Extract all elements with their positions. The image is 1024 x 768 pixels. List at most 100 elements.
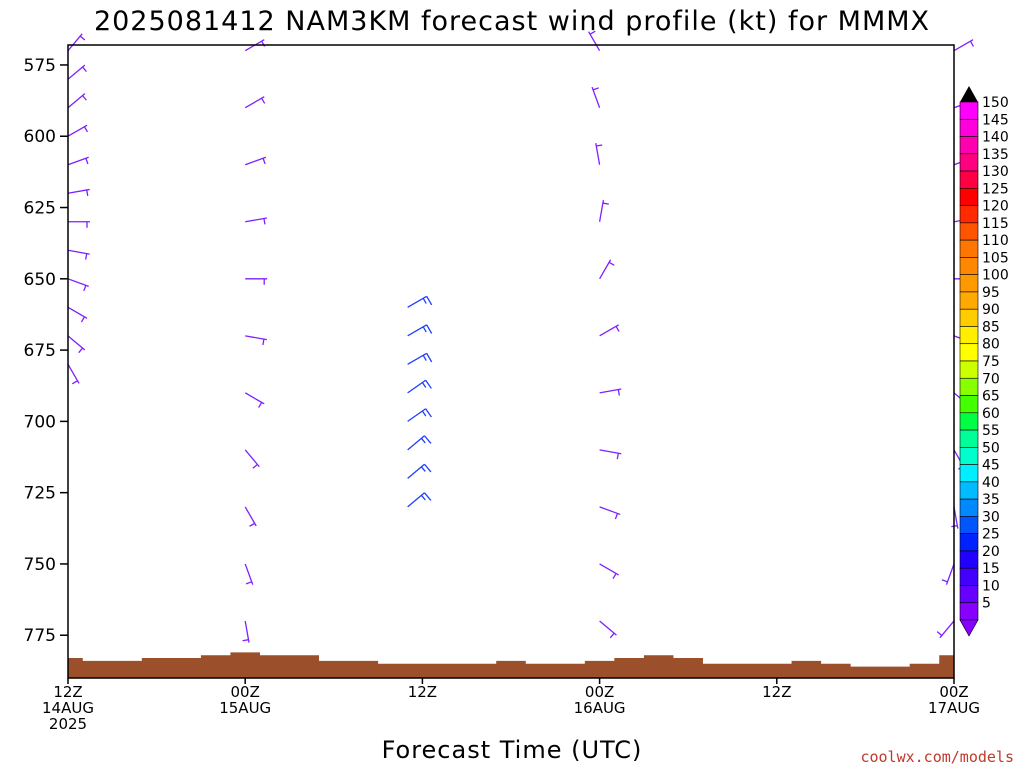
x-axis-label: Forecast Time (UTC): [382, 736, 643, 764]
wind-barb: [407, 492, 432, 508]
colorbar-label: 150: [982, 95, 1009, 111]
wind-barb-staff: [67, 249, 90, 255]
wind-barb-staff: [244, 506, 257, 527]
wind-barb: [407, 352, 433, 365]
colorbar-label: 20: [982, 544, 1000, 560]
colorbar-segment: [959, 118, 979, 137]
wind-barb-staff: [407, 379, 427, 394]
colorbar-label: 85: [982, 319, 1000, 335]
colorbar-segment: [959, 585, 979, 604]
wind-barb-staff: [244, 563, 254, 585]
wind-barb-half-flag: [85, 158, 89, 165]
wind-barb: [68, 221, 90, 228]
colorbar-segment: [959, 170, 979, 189]
colorbar-segment: [959, 153, 979, 172]
colorbar-label: 80: [982, 337, 1000, 353]
colorbar-segment: [959, 308, 979, 327]
wind-barb-half-flag: [422, 326, 427, 333]
wind-barb: [244, 449, 260, 469]
wind-barb-half-flag: [609, 632, 615, 639]
wind-barb-half-flag: [263, 218, 266, 225]
colorbar-segment: [959, 412, 979, 431]
wind-barb: [67, 335, 86, 354]
colorbar-segment: [959, 205, 979, 224]
terrain-profile: [68, 652, 954, 678]
wind-barb: [953, 39, 975, 52]
colorbar-segment: [959, 395, 979, 414]
colorbar-segment: [959, 533, 979, 552]
colorbar-label: 110: [982, 233, 1009, 249]
wind-barb-staff: [599, 563, 619, 576]
wind-barb-staff: [245, 335, 267, 341]
x-tick-label: 12Z: [408, 683, 437, 701]
wind-barb-half-flag: [420, 494, 426, 501]
y-tick-label: 600: [24, 127, 56, 147]
colorbar-label: 55: [982, 423, 1000, 439]
wind-barb-half-flag: [82, 95, 87, 101]
colorbar-label: 145: [982, 112, 1009, 128]
wind-barb-half-flag: [614, 513, 619, 520]
wind-barb-half-flag: [941, 579, 948, 583]
colorbar-segment: [959, 481, 979, 500]
x-tick-label: 00Z: [939, 683, 968, 701]
wind-barb-staff: [67, 306, 88, 319]
colorbar-label: 25: [982, 527, 1000, 543]
wind-barb-staff: [244, 620, 250, 643]
wind-barb-staff: [407, 463, 425, 479]
colorbar-segment: [959, 101, 979, 120]
wind-barb-staff: [67, 33, 83, 52]
wind-barb: [244, 96, 266, 109]
wind-barb-flag: [426, 353, 433, 363]
colorbar-top-arrow: [960, 86, 978, 102]
wind-barb: [67, 278, 89, 292]
wind-barb: [598, 200, 609, 222]
wind-barb-flag: [426, 324, 433, 334]
wind-barb-half-flag: [86, 189, 89, 196]
colorbar-label: 135: [982, 147, 1009, 163]
wind-barb-staff: [599, 506, 621, 516]
colorbar-bottom-arrow: [959, 619, 979, 637]
wind-barb: [407, 295, 433, 308]
wind-barb-half-flag: [615, 326, 620, 332]
wind-barb-staff: [953, 39, 974, 52]
wind-barb-staff: [599, 388, 622, 394]
wind-barb-staff: [67, 335, 86, 351]
wind-barb: [599, 388, 622, 396]
wind-barb-staff: [67, 278, 89, 287]
x-tick-label: 15AUG: [219, 699, 271, 717]
wind-barb: [67, 124, 89, 137]
colorbar-segment: [959, 136, 979, 155]
wind-barb: [591, 86, 601, 108]
wind-barb: [245, 278, 268, 285]
x-tick-label: 2025: [49, 715, 87, 733]
wind-barb: [245, 217, 267, 225]
credit-link[interactable]: coolwx.com/models: [860, 748, 1014, 766]
wind-barb-half-flag: [421, 382, 427, 388]
wind-barb: [599, 620, 617, 639]
wind-barb-staff: [244, 96, 265, 109]
y-tick-label: 775: [24, 626, 56, 646]
wind-barb-staff: [598, 200, 605, 222]
colorbar-segment: [959, 326, 979, 345]
wind-barb-staff: [599, 324, 619, 337]
wind-barb: [67, 364, 80, 385]
wind-barb-flag: [425, 379, 432, 389]
wind-barb-half-flag: [80, 316, 86, 323]
wind-barb-half-flag: [596, 144, 603, 147]
wind-barb-staff: [407, 352, 428, 365]
wind-barb-half-flag: [252, 463, 258, 469]
wind-barb: [599, 563, 619, 579]
wind-barb: [407, 324, 433, 337]
colorbar-segment: [959, 602, 979, 621]
colorbar-segment: [959, 222, 979, 241]
wind-barb-staff: [245, 217, 267, 223]
wind-barb-staff: [407, 435, 425, 451]
colorbar-label: 45: [982, 458, 1000, 474]
y-tick-label: 725: [24, 484, 56, 504]
wind-barb-half-flag: [608, 261, 615, 266]
wind-barb: [244, 156, 267, 166]
wind-barb: [67, 188, 90, 196]
colorbar-label: 125: [982, 181, 1009, 197]
y-tick-label: 675: [24, 341, 56, 361]
